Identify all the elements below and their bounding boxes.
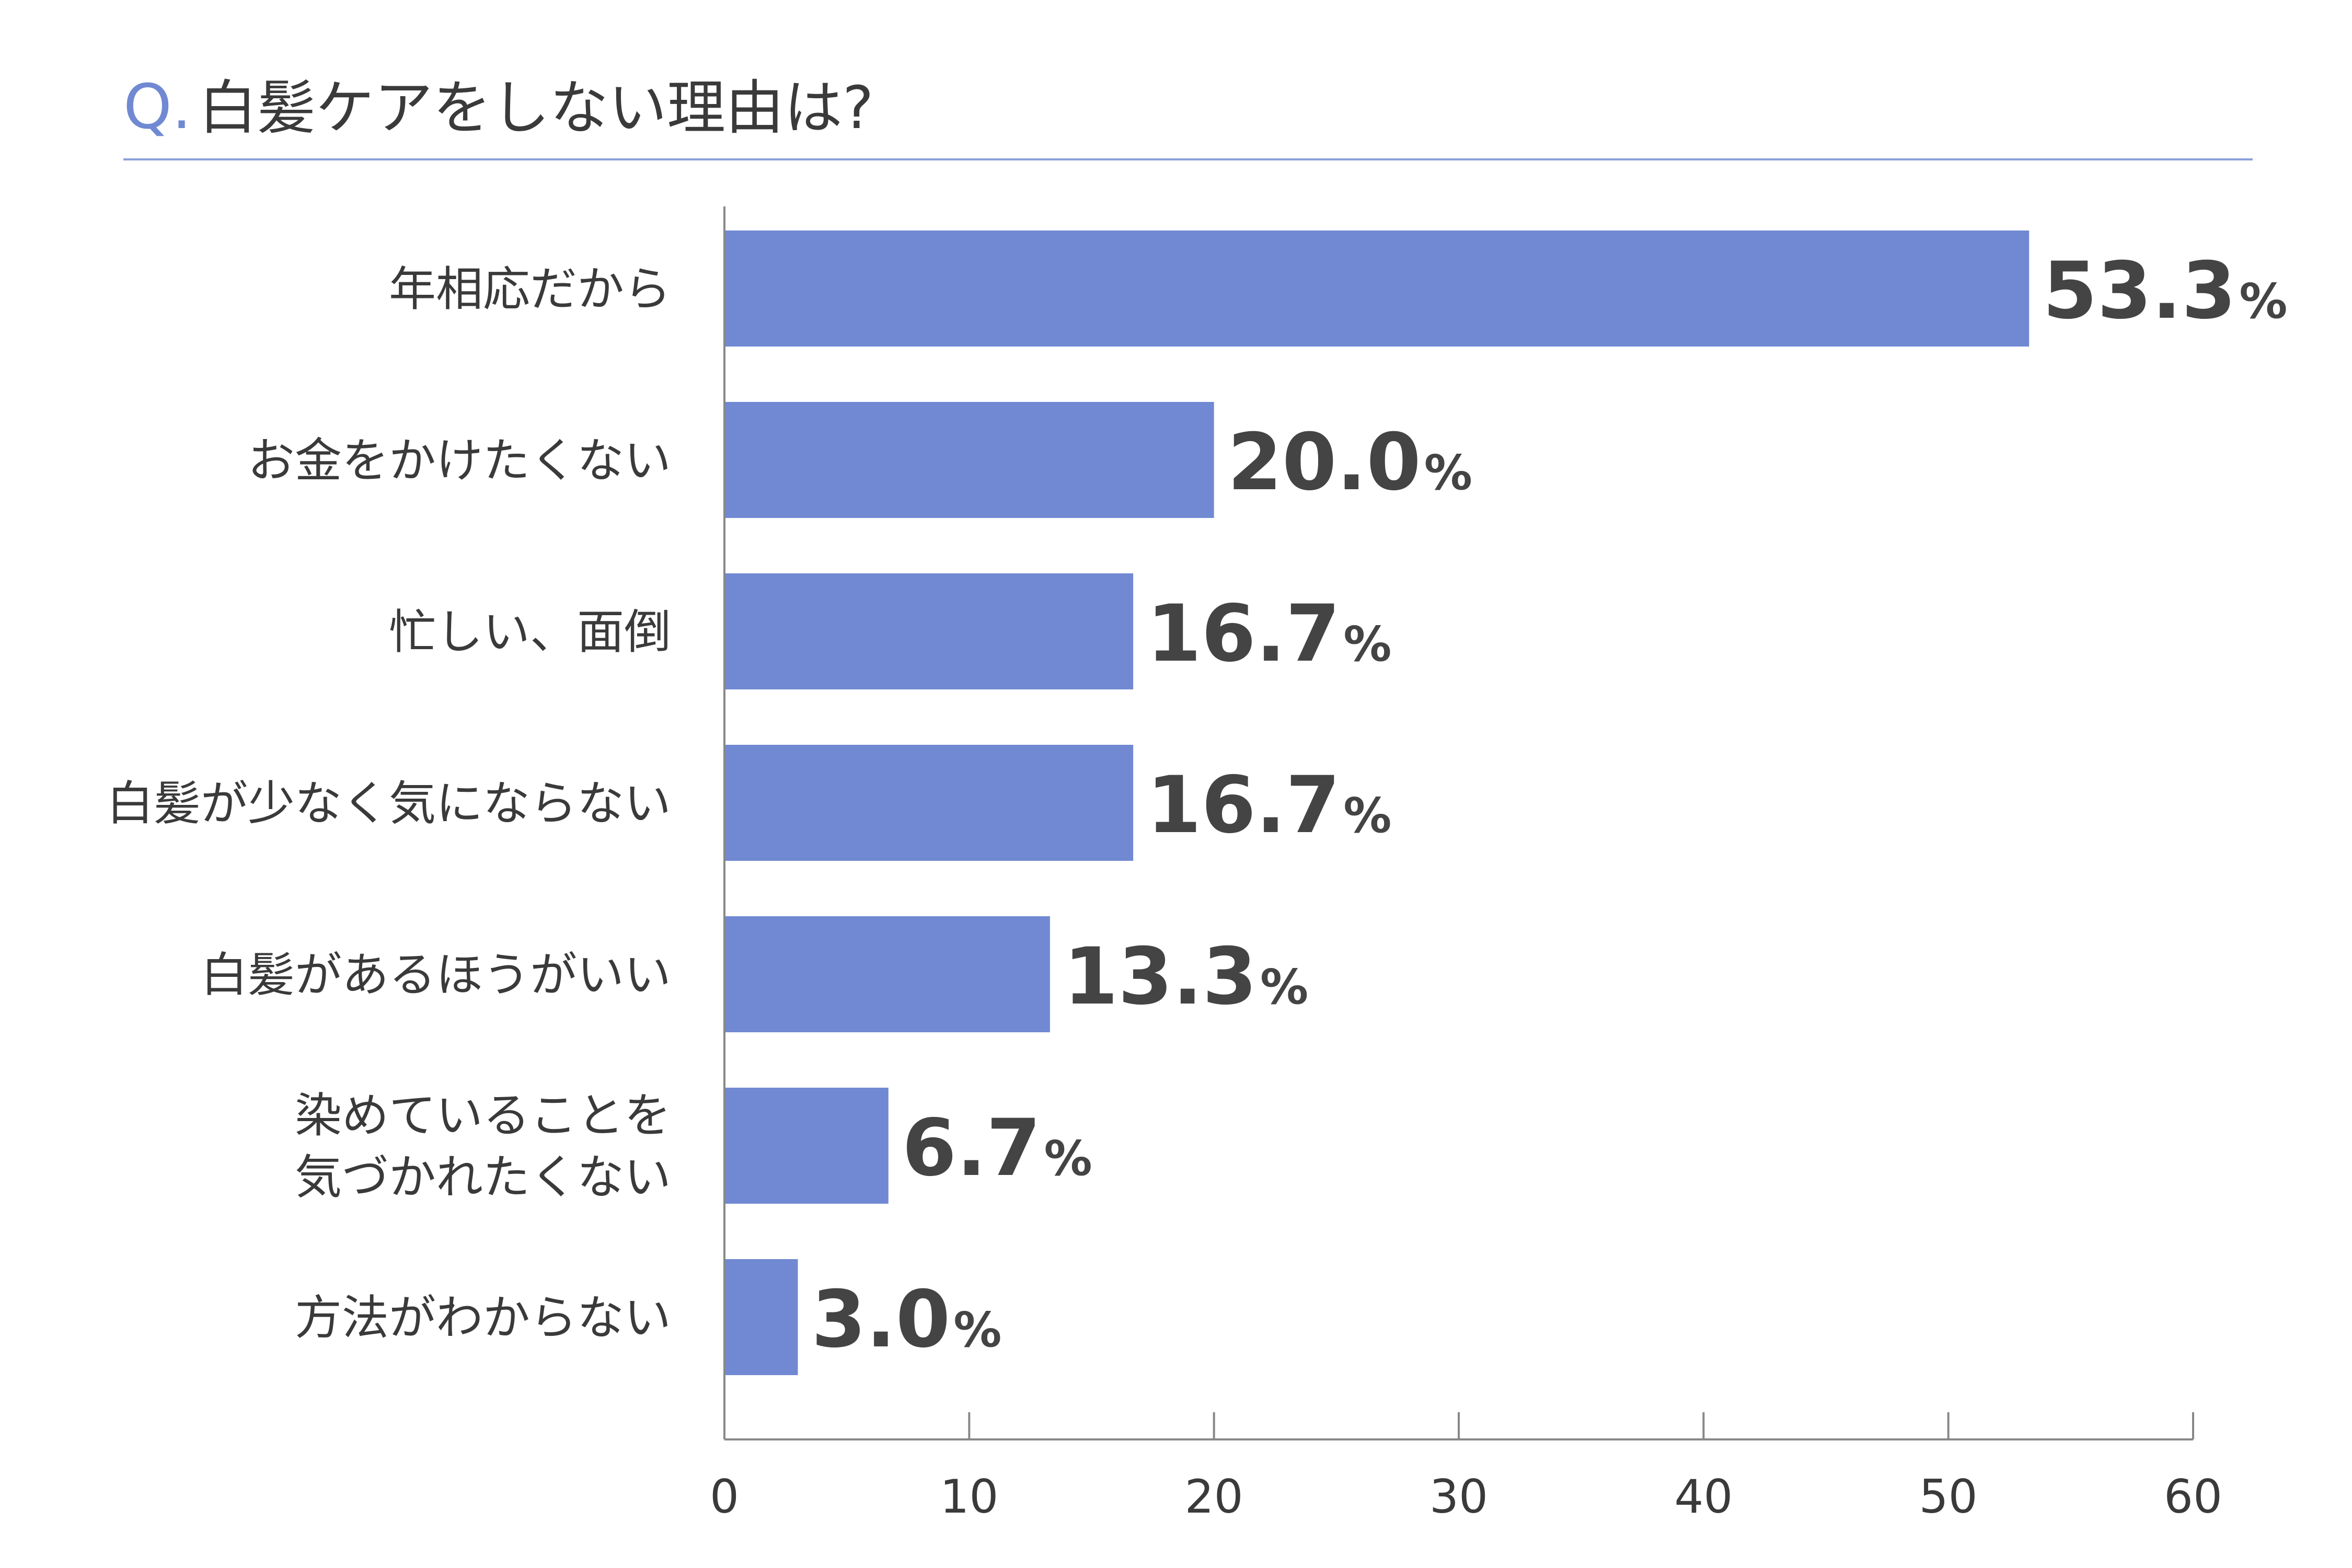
x-tick-label: 50 xyxy=(1919,1470,1978,1524)
value-unit: % xyxy=(1343,616,1391,672)
value-number: 3.0 xyxy=(812,1274,951,1365)
title-prefix: Q. xyxy=(123,71,191,143)
category-label: 方法がわからない xyxy=(295,1290,671,1345)
value-unit: % xyxy=(1044,1131,1092,1186)
value-number: 6.7 xyxy=(902,1103,1041,1194)
x-tick-label: 60 xyxy=(2164,1470,2222,1524)
category-label: お金をかけたくない xyxy=(248,433,671,488)
x-tick-label: 40 xyxy=(1674,1470,1733,1524)
value-unit: % xyxy=(1343,788,1391,844)
category-label: 気づかれたくない xyxy=(295,1150,671,1205)
bar xyxy=(724,230,2030,347)
value-number: 16.7 xyxy=(1147,589,1340,679)
value-label: 16.7% xyxy=(1147,589,1391,679)
category-label: 忙しい、面倒 xyxy=(389,605,671,660)
value-unit: % xyxy=(1424,445,1472,501)
value-number: 53.3 xyxy=(2043,246,2236,337)
value-label: 53.3% xyxy=(2043,246,2287,337)
x-axis: 0 10 20 30 40 50 60 xyxy=(710,206,2222,1524)
x-tick-label: 20 xyxy=(1185,1470,1243,1524)
x-tick-label: 30 xyxy=(1429,1470,1488,1524)
value-number: 16.7 xyxy=(1147,760,1340,851)
value-label: 13.3% xyxy=(1064,931,1308,1022)
bar xyxy=(724,573,1134,689)
bars-layer: 年相応だから 53.3% お金をかけたくない 20.0% 忙しい、面倒 16.7% 白髪が少… xyxy=(107,230,2287,1375)
bar xyxy=(724,1088,889,1204)
category-label: 染めていることを xyxy=(295,1088,671,1143)
value-label: 3.0% xyxy=(812,1274,1002,1365)
value-label: 6.7% xyxy=(902,1103,1092,1194)
value-unit: % xyxy=(1260,959,1308,1015)
value-label: 16.7% xyxy=(1147,760,1391,851)
value-label: 20.0% xyxy=(1228,417,1472,508)
category-label: 白髪が少なく気にならない xyxy=(107,776,671,831)
x-tick-label: 0 xyxy=(710,1470,739,1524)
value-unit: % xyxy=(953,1302,1001,1358)
value-number: 20.0 xyxy=(1228,417,1421,508)
value-number: 13.3 xyxy=(1064,931,1257,1022)
category-label: 白髪があるほうがいい xyxy=(201,948,671,1002)
bar xyxy=(724,916,1050,1032)
value-unit: % xyxy=(2239,273,2287,329)
bar xyxy=(724,745,1134,861)
x-tick-label: 10 xyxy=(940,1470,998,1524)
chart-title: 白髪ケアをしない理由は? xyxy=(199,74,873,142)
bar xyxy=(724,1259,798,1375)
category-label: 年相応だから xyxy=(389,262,671,317)
bar xyxy=(724,402,1214,518)
